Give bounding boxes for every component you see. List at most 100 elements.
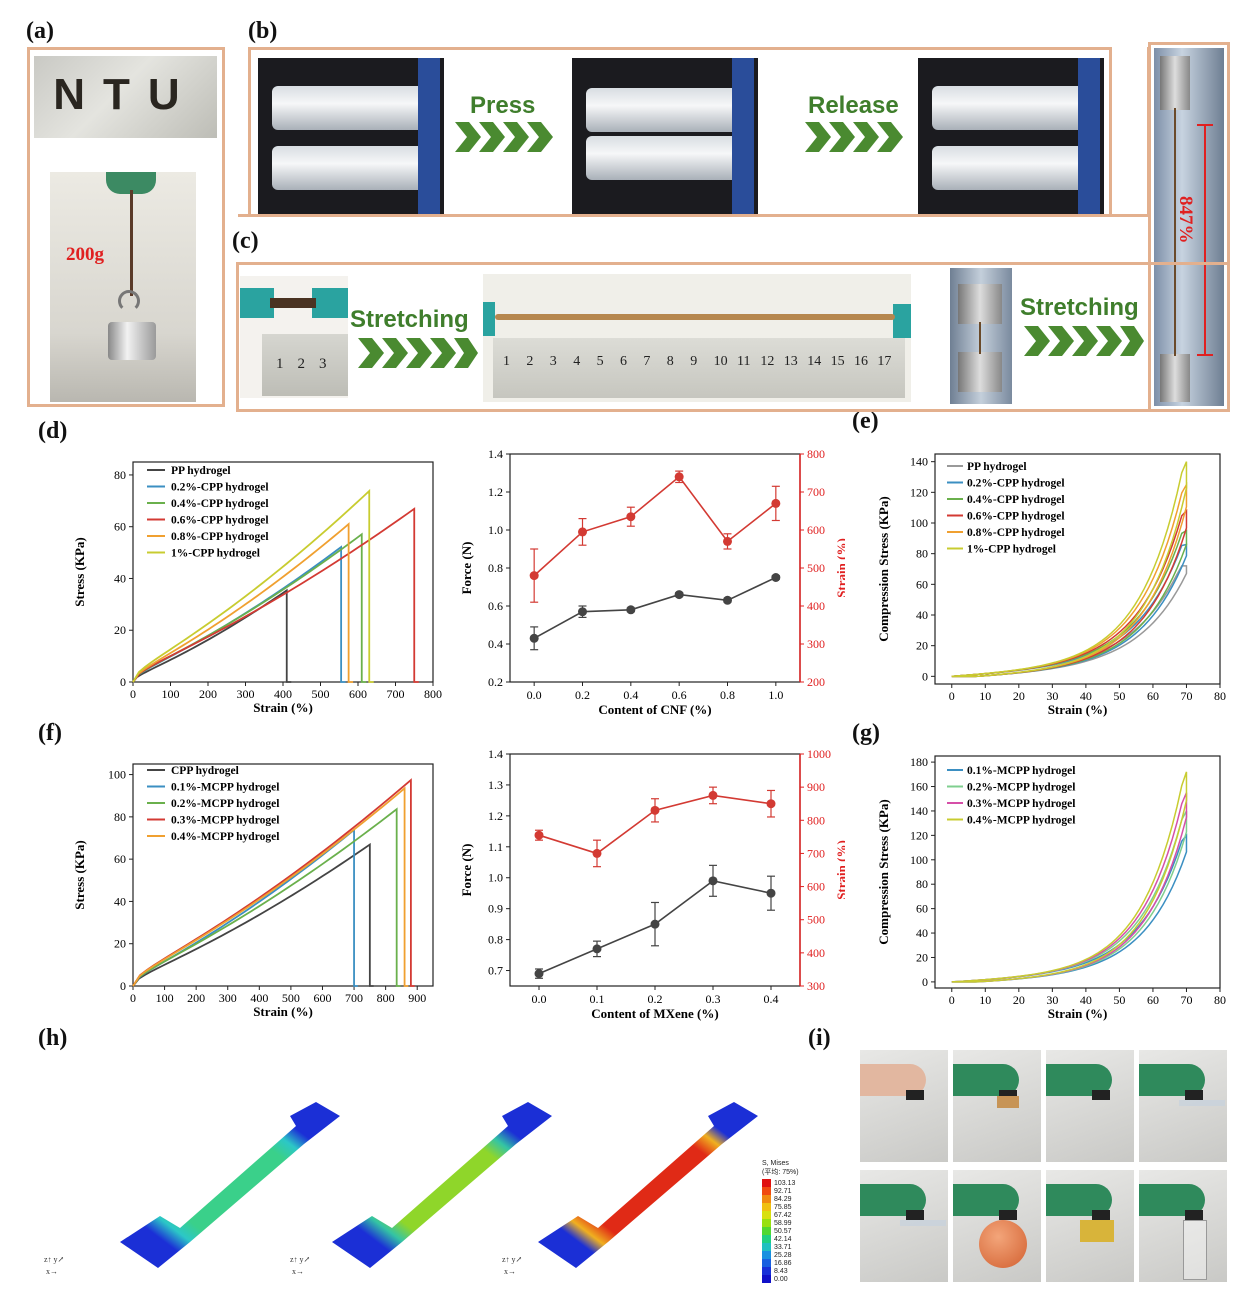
- x-tick-label: 40: [1080, 689, 1092, 703]
- y-tick-label: 40: [916, 926, 928, 940]
- y-tick-label: 40: [114, 571, 126, 585]
- legend-label: 0.2%-MCPP hydrogel: [171, 798, 279, 810]
- legend-label: 0.2%-CPP hydrogel: [967, 478, 1065, 490]
- legend-label: 0.2%-CPP hydrogel: [171, 482, 269, 494]
- y2-tick-label: 300: [807, 979, 825, 993]
- fea-simulation-figure: z↑ y↗ x→ z↑ y↗ x→ z↑ y↗ x→: [44, 1102, 758, 1276]
- x-tick-label: 40: [1080, 993, 1092, 1007]
- ruler-digit: 15: [830, 354, 845, 369]
- ruler-small-digits: 123: [276, 356, 341, 372]
- glove-fingers: [106, 172, 156, 194]
- series-line: [951, 543, 1188, 678]
- y-tick-label: 180: [910, 755, 928, 769]
- y-tick-label: 1.1: [488, 840, 503, 854]
- data-point: [766, 888, 776, 898]
- y2-tick-label: 300: [807, 637, 825, 651]
- legend-label: 0.6%-CPP hydrogel: [967, 511, 1065, 523]
- y-tick-label: 60: [916, 577, 928, 591]
- x-tick-label: 600: [349, 687, 367, 701]
- weight-200g: [108, 322, 156, 360]
- x-tick-label: 30: [1046, 689, 1058, 703]
- y-tick-label: 100: [108, 768, 126, 782]
- fea-legend-row: 42.14: [762, 1235, 812, 1243]
- y-tick-label: 80: [114, 810, 126, 824]
- panel-c-frame: [236, 262, 1228, 412]
- y-axis-label: Compression Stress (KPa): [876, 496, 891, 641]
- x-tick-label: 0: [949, 993, 955, 1007]
- fea-legend-row: 103.13: [762, 1179, 812, 1187]
- y-tick-label: 40: [114, 894, 126, 908]
- y-tick-label: 140: [910, 455, 928, 469]
- y-tick-label: 80: [916, 547, 928, 561]
- fea-legend-row: 8.43: [762, 1267, 812, 1275]
- fea-legend-row: 75.85: [762, 1203, 812, 1211]
- ruler-digit: 11: [737, 354, 751, 369]
- ruler-digit: 3: [549, 354, 557, 369]
- x-tick-label: 700: [387, 687, 405, 701]
- y2-tick-label: 400: [807, 599, 825, 613]
- series-line: [132, 842, 374, 987]
- fea-legend-row: 50.57: [762, 1227, 812, 1235]
- data-point: [674, 590, 684, 600]
- x-tick-label: 30: [1046, 993, 1058, 1007]
- y-tick-label: 0.7: [488, 964, 503, 978]
- series-line: [132, 786, 409, 987]
- y-tick-label: 0.4: [488, 637, 503, 651]
- y-tick-label: 0.8: [488, 561, 503, 575]
- plot-frame: [509, 753, 801, 987]
- x-tick-label: 70: [1180, 993, 1192, 1007]
- y2-tick-label: 600: [807, 523, 825, 537]
- frame-connector-h: [238, 214, 1150, 217]
- stretching-label-2: Stretching: [1020, 294, 1139, 321]
- x-tick-label: 50: [1113, 689, 1125, 703]
- fea-legend: S, Mises (平均: 75%) 103.13 92.71 84.29 75.85…: [762, 1160, 812, 1283]
- press-photo-1: [258, 58, 444, 214]
- y2-tick-label: 200: [807, 675, 825, 689]
- fea-bar-3: [538, 1102, 758, 1268]
- legend-label: 0.4%-MCPP hydrogel: [171, 831, 279, 843]
- y-tick-label: 1.0: [488, 871, 503, 885]
- ruler-digit: 2: [526, 354, 534, 369]
- x-tick-label: 10: [979, 689, 991, 703]
- stretch-fiber-before-photo: [950, 268, 1012, 404]
- data-point: [529, 571, 539, 581]
- svg-text:z↑ y↗: z↑ y↗: [502, 1255, 522, 1264]
- y-tick-label: 20: [114, 937, 126, 951]
- y-tick-label: 0: [922, 975, 928, 989]
- y2-axis-label: Strain (%): [834, 840, 845, 900]
- x-tick-label: 600: [313, 991, 331, 1005]
- legend-label: 0.8%-CPP hydrogel: [171, 531, 269, 543]
- legend-label: 0.4%-CPP hydrogel: [967, 494, 1065, 506]
- x-tick-label: 0: [130, 991, 136, 1005]
- data-point: [578, 607, 587, 617]
- ntu-sample-photo: NTU: [34, 56, 217, 138]
- y-axis-label: Compression Stress (KPa): [876, 799, 891, 944]
- y-tick-label: 0.8: [488, 933, 503, 947]
- y2-tick-label: 900: [807, 780, 825, 794]
- ruler-digit: 6: [620, 354, 627, 369]
- x-tick-label: 400: [250, 991, 268, 1005]
- x-tick-label: 300: [237, 687, 255, 701]
- press-photo-2: [572, 58, 758, 214]
- x-tick-label: 0.4: [764, 992, 779, 1006]
- y-axis-label: Stress (KPa): [72, 840, 87, 909]
- x-tick-label: 70: [1180, 689, 1192, 703]
- ntu-text: NTU: [53, 70, 198, 119]
- press-photo-3: [918, 58, 1104, 214]
- stretch-arrow-icon-1: [358, 338, 478, 368]
- y2-tick-label: 800: [807, 813, 825, 827]
- y-tick-label: 1.2: [488, 809, 503, 823]
- legend-label: 0.1%-MCPP hydrogel: [171, 782, 279, 794]
- data-point: [626, 605, 636, 615]
- panel-label-a: (a): [26, 18, 54, 44]
- x-tick-label: 0.6: [672, 688, 687, 702]
- hook: [118, 290, 140, 312]
- adhesion-photo-glove-plastic: [1046, 1050, 1134, 1162]
- stretch-tall-photo: [1154, 48, 1224, 406]
- y-tick-label: 120: [910, 485, 928, 499]
- force-strain-vs-mxene-chart: 0.0 0.1 0.2 0.3 0.4 0.7 0.8 0.9 1.0 1.1 1.2 1.3 1.4 3…: [459, 747, 845, 1021]
- y-tick-label: 1.0: [488, 523, 503, 537]
- y-tick-label: 100: [910, 853, 928, 867]
- x-tick-label: 0: [130, 687, 136, 701]
- ruler-digit: 5: [596, 354, 604, 369]
